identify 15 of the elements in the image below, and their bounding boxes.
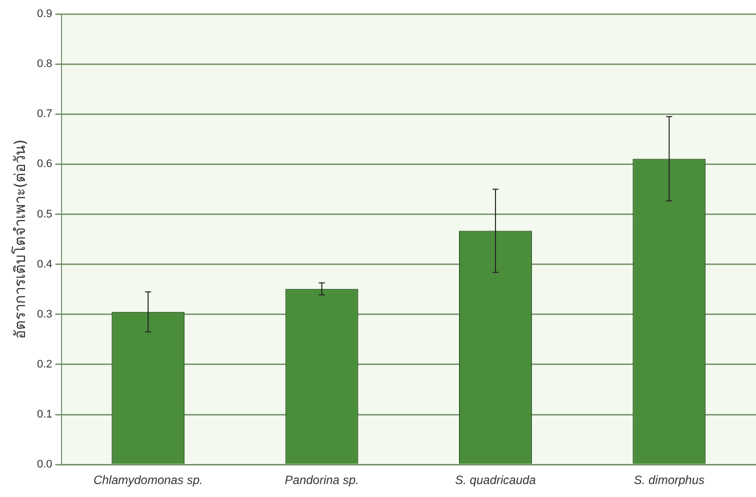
y-tick-label: 0.2 xyxy=(36,358,52,370)
y-tick-label: 0.1 xyxy=(36,408,52,421)
y-tick-label: 0.6 xyxy=(36,158,52,170)
x-tick-label: Chlamydomonas sp. xyxy=(93,473,203,488)
x-tick-label: Pandorina sp. xyxy=(284,473,359,488)
y-tick-label: 0.8 xyxy=(36,58,52,70)
y-tick-label: 0.9 xyxy=(36,8,52,20)
x-tick-label: S. dimorphus xyxy=(634,473,705,488)
x-tick-label: S. quadricauda xyxy=(455,473,536,488)
y-tick-label: 0.3 xyxy=(36,308,52,320)
y-tick-label: 0.4 xyxy=(36,258,52,270)
y-tick-label: 0.5 xyxy=(36,208,52,220)
y-axis-title: อัตราการเติบโตจำเพาะ(ต่อวัน) xyxy=(10,139,29,340)
y-tick-label: 0.7 xyxy=(36,108,52,120)
y-tick-label: 0.0 xyxy=(36,458,52,471)
